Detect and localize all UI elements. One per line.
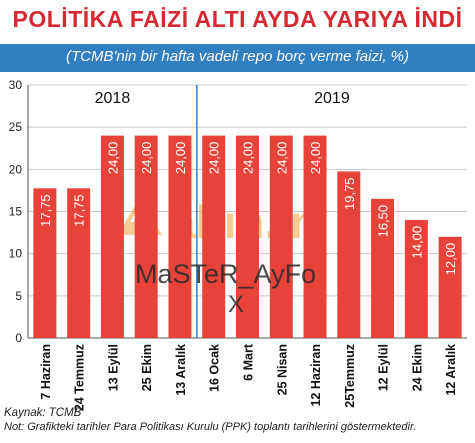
x-category-label: 13 Aralık bbox=[174, 344, 188, 396]
note-caption: Not: Grafikteki tarihler Para Politikası… bbox=[4, 421, 417, 433]
bar-value-label: 24,00 bbox=[274, 142, 289, 175]
bar-value-label: 17,75 bbox=[72, 194, 87, 227]
x-category-label: 7 Haziran bbox=[39, 344, 53, 400]
x-category-label: 16 Ocak bbox=[208, 344, 222, 392]
x-category-label: 25 Nisan bbox=[275, 344, 289, 395]
y-tick-label: 30 bbox=[9, 78, 23, 92]
x-category-label: 6 Mart bbox=[242, 343, 256, 381]
bar bbox=[168, 135, 192, 338]
bar bbox=[303, 135, 327, 338]
chart-title: POLİTİKA FAİZİ ALTI AYDA YARIYA İNDİ bbox=[12, 6, 463, 32]
bar bbox=[438, 236, 462, 338]
chart-subtitle: (TCMB'nin bir hafta vadeli repo borç ver… bbox=[66, 48, 409, 65]
bar bbox=[134, 135, 158, 338]
x-category-label: 24 Ekim bbox=[410, 344, 424, 391]
watermark-mark: X bbox=[228, 291, 244, 318]
bar-value-label: 24,00 bbox=[241, 142, 256, 175]
bar bbox=[404, 219, 428, 338]
y-tick-label: 25 bbox=[9, 120, 23, 134]
bar-value-label: 14,00 bbox=[409, 226, 424, 259]
bar bbox=[100, 135, 124, 338]
x-category-label: 25 Ekim bbox=[140, 344, 154, 391]
bar-value-label: 17,75 bbox=[38, 194, 53, 227]
y-tick-label: 10 bbox=[9, 247, 23, 261]
bar-value-label: 12,00 bbox=[443, 243, 458, 276]
y-tick-label: 5 bbox=[15, 289, 22, 303]
bar bbox=[33, 188, 57, 338]
watermark-text: MaSTeR_AyFo bbox=[135, 259, 316, 289]
bar bbox=[371, 198, 395, 338]
y-tick-label: 15 bbox=[9, 205, 23, 219]
x-category-label: 24 Temmuz bbox=[73, 344, 87, 411]
bar-value-label: 24,00 bbox=[308, 142, 323, 175]
x-category-label: 12 Eylül bbox=[377, 344, 391, 391]
bar-value-label: 16,50 bbox=[376, 205, 391, 238]
x-category-label: 13 Eylül bbox=[106, 344, 120, 391]
year-label: 2018 bbox=[95, 90, 131, 107]
bar-value-label: 24,00 bbox=[173, 142, 188, 175]
bar bbox=[67, 188, 91, 338]
x-category-label: 25Temmuz bbox=[343, 344, 357, 408]
bar-value-label: 24,00 bbox=[105, 142, 120, 175]
bar bbox=[236, 135, 259, 338]
bar bbox=[337, 171, 361, 338]
x-category-label: 12 Aralık bbox=[444, 344, 458, 396]
subtitle-band: (TCMB'nin bir hafta vadeli repo borç ver… bbox=[0, 44, 475, 72]
year-label: 2019 bbox=[314, 90, 350, 107]
bar bbox=[269, 135, 293, 338]
y-tick-label: 0 bbox=[15, 331, 22, 345]
bar-value-label: 24,00 bbox=[139, 142, 154, 175]
x-category-label: 12 Haziran bbox=[309, 344, 323, 407]
y-tick-label: 20 bbox=[9, 162, 23, 176]
bar-value-label: 19,75 bbox=[342, 177, 357, 210]
bar bbox=[202, 135, 226, 338]
bar-value-label: 24,00 bbox=[207, 142, 222, 175]
source-caption: Kaynak: TCMB bbox=[4, 407, 82, 419]
